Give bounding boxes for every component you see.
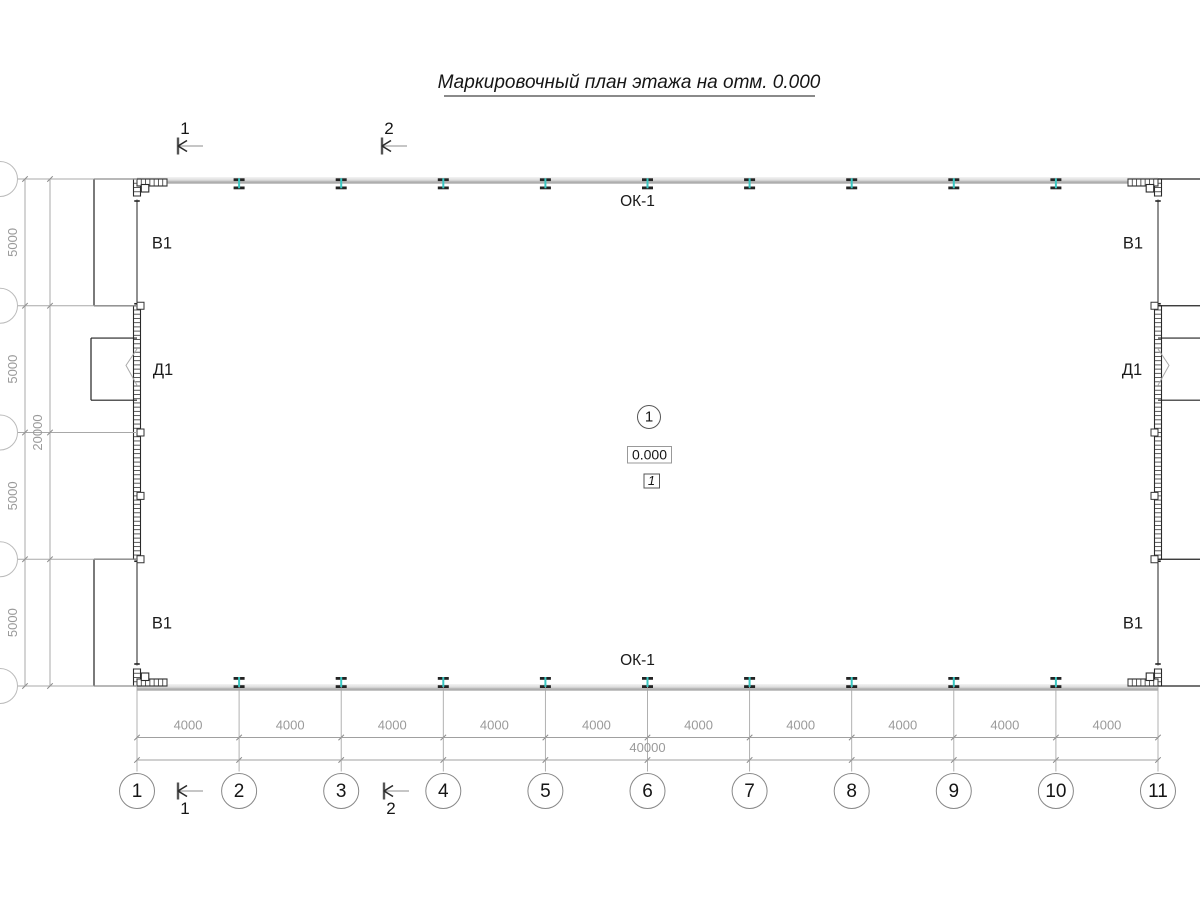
svg-text:1: 1 (180, 799, 189, 818)
svg-text:0.000: 0.000 (632, 447, 667, 463)
svg-text:4000: 4000 (888, 718, 917, 733)
svg-text:Д1: Д1 (1122, 361, 1142, 379)
svg-text:4000: 4000 (990, 718, 1019, 733)
svg-text:3: 3 (336, 781, 347, 802)
svg-text:9: 9 (949, 781, 960, 802)
svg-text:20000: 20000 (30, 414, 45, 450)
svg-text:1: 1 (645, 409, 653, 426)
svg-text:B1: B1 (1123, 615, 1143, 633)
svg-text:1: 1 (648, 473, 655, 488)
svg-text:4000: 4000 (684, 718, 713, 733)
svg-text:B1: B1 (152, 615, 172, 633)
svg-text:5000: 5000 (5, 355, 20, 384)
svg-text:1: 1 (132, 781, 143, 802)
svg-text:1: 1 (180, 119, 189, 138)
svg-text:4000: 4000 (1092, 718, 1121, 733)
svg-text:8: 8 (846, 781, 857, 802)
svg-text:ОК-1: ОК-1 (620, 652, 655, 669)
svg-text:4000: 4000 (480, 718, 509, 733)
svg-text:Д1: Д1 (153, 361, 173, 379)
svg-text:4000: 4000 (582, 718, 611, 733)
svg-text:6: 6 (642, 781, 653, 802)
svg-text:Маркировочный план этажа на от: Маркировочный план этажа на отм. 0.000 (438, 72, 821, 93)
svg-text:4: 4 (438, 781, 449, 802)
svg-text:5: 5 (540, 781, 551, 802)
svg-text:5000: 5000 (5, 228, 20, 257)
svg-text:10: 10 (1045, 781, 1066, 802)
svg-text:7: 7 (744, 781, 755, 802)
svg-text:4000: 4000 (786, 718, 815, 733)
svg-text:5000: 5000 (5, 608, 20, 637)
svg-text:2: 2 (384, 119, 393, 138)
svg-text:B1: B1 (152, 234, 172, 252)
svg-text:11: 11 (1148, 781, 1168, 802)
svg-text:B1: B1 (1123, 234, 1143, 252)
svg-text:4000: 4000 (276, 718, 305, 733)
svg-text:4000: 4000 (174, 718, 203, 733)
svg-text:ОК-1: ОК-1 (620, 193, 655, 210)
svg-text:40000: 40000 (629, 740, 665, 755)
svg-text:2: 2 (234, 781, 245, 802)
svg-text:5000: 5000 (5, 481, 20, 510)
svg-text:2: 2 (386, 799, 395, 818)
svg-text:4000: 4000 (378, 718, 407, 733)
